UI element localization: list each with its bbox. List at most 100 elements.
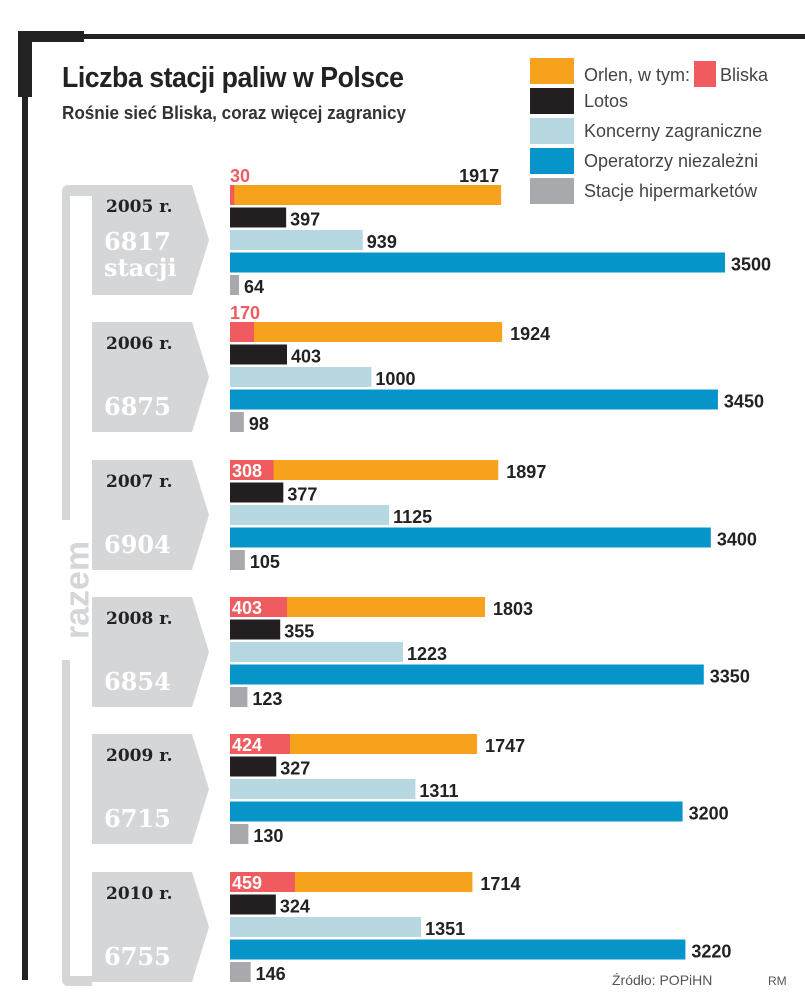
bar-orlen — [230, 597, 485, 617]
year-box-shape — [92, 597, 209, 707]
legend-text-orlen: Orlen, w tym: — [584, 65, 691, 85]
author-initials: RM — [768, 974, 787, 988]
bar-bliska — [230, 872, 295, 892]
bar-lotos — [230, 756, 277, 777]
bar-foreign — [230, 779, 416, 799]
year-total: 6755 — [104, 942, 171, 971]
bar-foreign — [230, 917, 422, 937]
bar-hypermarket — [230, 824, 249, 844]
legend-swatch-bliska — [694, 61, 717, 87]
frame-corner — [18, 31, 84, 42]
bar-lotos — [230, 894, 276, 915]
bar-foreign — [230, 367, 372, 387]
label-orlen: 1924 — [510, 324, 550, 344]
label-independent: 3220 — [691, 942, 731, 962]
year-box-shape — [92, 460, 209, 570]
year-label: 2009 r. — [106, 746, 173, 766]
bar-lotos — [230, 482, 284, 503]
bar-independent — [230, 664, 704, 685]
bar-orlen — [230, 734, 478, 754]
label-foreign: 939 — [367, 232, 397, 252]
bar-independent — [230, 801, 683, 822]
bar-foreign — [230, 642, 403, 662]
year-total: 6715 — [104, 804, 171, 833]
year-box: 2005 r. 6817 stacji — [92, 185, 209, 295]
legend-text-foreign: Koncerny zagraniczne — [584, 121, 763, 141]
legend-text-bliska: Bliska — [720, 65, 769, 85]
bar-orlen — [230, 460, 499, 480]
label-bliska: 30 — [230, 166, 250, 186]
year-box: 2010 r. 6755 — [92, 872, 209, 982]
label-hypermarket: 64 — [244, 277, 264, 297]
label-foreign: 1311 — [419, 781, 458, 801]
bar-bliska — [230, 597, 287, 617]
label-orlen: 1747 — [485, 736, 525, 756]
label-independent: 3200 — [689, 804, 729, 824]
legend-text-independent: Operatorzy niezależni — [584, 151, 759, 171]
legend-text-hypermarket: Stacje hipermarketów — [584, 181, 758, 201]
label-independent: 3350 — [710, 667, 750, 687]
bar-bliska — [230, 185, 235, 205]
bar-independent — [230, 939, 686, 960]
label-orlen: 1917 — [459, 166, 499, 186]
label-lotos: 355 — [284, 622, 314, 642]
bar-lotos — [230, 619, 281, 640]
year-total-suffix: stacji — [104, 253, 177, 282]
label-foreign: 1000 — [375, 369, 415, 389]
chart-subtitle: Rośnie sieć Bliska, coraz więcej zagrani… — [62, 103, 407, 123]
bar-orlen — [230, 185, 502, 205]
razem-gap — [58, 520, 98, 660]
bar-independent — [230, 389, 718, 410]
label-hypermarket: 105 — [250, 552, 280, 572]
label-foreign: 1125 — [393, 507, 432, 527]
label-hypermarket: 146 — [256, 964, 286, 984]
bar-lotos — [230, 344, 287, 365]
bar-lotos — [230, 207, 287, 228]
label-independent: 3400 — [717, 530, 757, 550]
legend-swatch-independent — [530, 148, 574, 174]
label-hypermarket: 98 — [249, 414, 269, 434]
label-orlen: 1897 — [506, 462, 546, 482]
year-label: 2005 r. — [106, 197, 173, 217]
label-bliska: 459 — [232, 873, 262, 893]
label-orlen: 1803 — [493, 599, 533, 619]
bar-bliska — [230, 734, 290, 754]
bar-independent — [230, 527, 711, 548]
bar-hypermarket — [230, 275, 240, 295]
bar-foreign — [230, 505, 390, 525]
source-note: Źródło: POPiHN — [612, 972, 713, 988]
label-foreign: 1223 — [407, 644, 447, 664]
year-total: 6817 stacji — [104, 229, 177, 281]
label-lotos: 397 — [290, 210, 320, 230]
label-bliska: 170 — [230, 303, 260, 323]
label-orlen: 1714 — [480, 874, 520, 894]
year-box: 2007 r. 6904 — [92, 460, 209, 570]
year-box-shape — [92, 734, 209, 844]
label-lotos: 377 — [287, 485, 317, 505]
year-total: 6875 — [104, 392, 171, 421]
legend-text-lotos: Lotos — [584, 91, 629, 111]
label-hypermarket: 123 — [252, 689, 282, 709]
label-lotos: 324 — [280, 897, 310, 917]
year-label: 2010 r. — [106, 884, 173, 904]
bar-bliska — [230, 322, 255, 342]
legend-swatch-foreign — [530, 118, 574, 144]
year-box-shape — [92, 872, 209, 982]
year-box-shape — [92, 322, 209, 432]
year-label: 2006 r. — [106, 334, 173, 354]
bar-hypermarket — [230, 412, 244, 432]
chart-title: Liczba stacji paliw w Polsce — [62, 62, 404, 94]
legend-label-orlen: Orlen, w tym: Bliska — [584, 61, 768, 87]
label-hypermarket: 130 — [253, 826, 283, 846]
year-box-shape — [92, 185, 209, 295]
year-box: 2009 r. 6715 — [92, 734, 209, 844]
year-total: 6904 — [104, 530, 171, 559]
bar-foreign — [230, 230, 363, 250]
year-box: 2008 r. 6854 — [92, 597, 209, 707]
label-bliska: 403 — [232, 598, 262, 618]
legend-swatch-lotos — [530, 88, 574, 114]
bar-bliska — [230, 460, 274, 480]
year-box: 2006 r. 6875 — [92, 322, 209, 432]
year-total-value: 6817 — [104, 227, 171, 256]
